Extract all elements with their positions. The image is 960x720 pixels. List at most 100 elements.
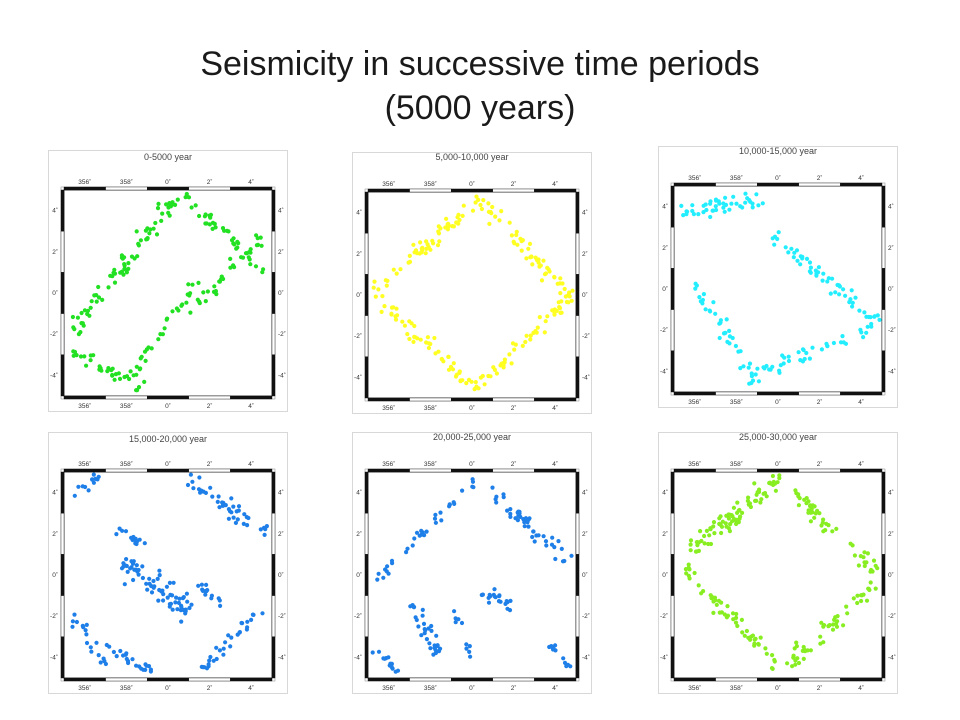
scatter-point bbox=[681, 213, 686, 218]
scatter-point bbox=[70, 619, 75, 624]
scatter-point bbox=[527, 516, 532, 521]
scatter-point bbox=[407, 253, 412, 258]
scatter-point bbox=[530, 262, 535, 267]
scatter-point bbox=[816, 265, 821, 270]
scatter-point bbox=[436, 231, 442, 236]
panel-title: 15,000-20,000 year bbox=[129, 434, 207, 444]
scatter-point bbox=[134, 372, 139, 377]
scatter-point bbox=[446, 223, 451, 228]
scatter-point bbox=[750, 205, 755, 210]
scatter-point bbox=[826, 276, 831, 281]
map-frame bbox=[63, 189, 273, 397]
scatter-point bbox=[376, 287, 381, 292]
scatter-point bbox=[544, 543, 549, 548]
scatter-point bbox=[830, 529, 835, 534]
x-tick-label-top: 4˚ bbox=[858, 460, 864, 468]
scatter-point bbox=[419, 633, 424, 638]
scatter-point bbox=[754, 192, 759, 197]
scatter-point bbox=[124, 563, 129, 569]
scatter-plot: 0-5000 year 356˚ 356˚ 358˚ 358˚ 0˚ 0˚ 2˚ 2˚ 4˚ 4˚ 4… bbox=[48, 150, 288, 412]
scatter-point bbox=[533, 255, 538, 260]
scatter-point bbox=[807, 269, 812, 274]
y-tick-label-right: -4˚ bbox=[888, 653, 896, 661]
scatter-point bbox=[204, 582, 209, 587]
scatter-point bbox=[502, 357, 507, 362]
scatter-point bbox=[375, 577, 380, 582]
scatter-point bbox=[469, 379, 474, 384]
scatter-point bbox=[249, 617, 254, 622]
scatter-points bbox=[70, 191, 266, 393]
scatter-point bbox=[221, 652, 226, 657]
scatter-point bbox=[198, 490, 203, 495]
scatter-point bbox=[501, 492, 506, 497]
scatter-point bbox=[691, 212, 696, 217]
scatter-point bbox=[808, 648, 813, 653]
y-tick-label-right: 4˚ bbox=[278, 207, 284, 215]
scatter-point bbox=[234, 246, 239, 251]
scatter-point bbox=[542, 330, 547, 335]
scatter-point bbox=[859, 593, 864, 598]
scatter-point bbox=[756, 203, 761, 208]
scatter-point bbox=[868, 569, 873, 574]
scatter-point bbox=[233, 520, 238, 525]
scatter-point bbox=[753, 372, 758, 377]
scatter-point bbox=[556, 539, 561, 544]
scatter-point bbox=[795, 258, 800, 263]
scatter-point bbox=[830, 627, 836, 632]
scatter-point bbox=[136, 385, 142, 390]
scatter-point bbox=[818, 641, 823, 646]
scatter-point bbox=[422, 631, 427, 636]
scatter-point bbox=[454, 220, 459, 225]
scatter-point bbox=[122, 266, 127, 272]
scatter-point bbox=[425, 335, 430, 340]
scatter-point bbox=[226, 229, 231, 234]
scatter-point bbox=[76, 484, 81, 489]
y-tick-label-right: 4˚ bbox=[278, 489, 284, 497]
x-tick-label-bottom: 2˚ bbox=[207, 684, 213, 692]
scatter-point bbox=[254, 243, 259, 248]
scatter-point bbox=[394, 271, 399, 276]
scatter-point bbox=[405, 546, 410, 551]
scatter-point bbox=[800, 256, 805, 261]
scatter-point bbox=[819, 620, 824, 625]
y-tick-label-right: -2˚ bbox=[888, 612, 896, 620]
scatter-point bbox=[492, 587, 497, 592]
scatter-point bbox=[763, 646, 768, 651]
scatter-point bbox=[800, 648, 805, 653]
frame-bars bbox=[364, 188, 580, 402]
scatter-point bbox=[821, 517, 826, 522]
scatter-point bbox=[196, 583, 201, 588]
scatter-point bbox=[707, 308, 712, 313]
scatter-point bbox=[159, 218, 164, 223]
scatter-point bbox=[405, 332, 410, 337]
scatter-point bbox=[451, 361, 456, 366]
y-tick-label-right: 2˚ bbox=[582, 250, 588, 258]
map-frame bbox=[367, 191, 577, 399]
scatter-point bbox=[212, 221, 217, 226]
scatter-point bbox=[197, 475, 202, 480]
scatter-point bbox=[426, 626, 431, 631]
scatter-point bbox=[872, 314, 877, 319]
scatter-point bbox=[154, 232, 160, 237]
x-tick-label-top: 2˚ bbox=[207, 460, 213, 468]
y-tick-label-left: 4˚ bbox=[52, 489, 58, 497]
scatter-point bbox=[390, 561, 395, 566]
scatter-point bbox=[438, 510, 443, 515]
scatter-point bbox=[149, 590, 155, 595]
scatter-point bbox=[794, 248, 800, 253]
scatter-point bbox=[852, 553, 857, 558]
y-tick-label-left: -2˚ bbox=[50, 330, 58, 338]
scatter-point bbox=[88, 305, 93, 310]
scatter-point bbox=[734, 201, 739, 206]
scatter-point bbox=[237, 630, 242, 635]
y-tick-label-right: 4˚ bbox=[888, 203, 894, 211]
scatter-point bbox=[148, 227, 153, 232]
scatter-point bbox=[415, 336, 420, 341]
scatter-point bbox=[696, 540, 701, 545]
scatter-plot: 25,000-30,000 year 356˚ 356˚ 358˚ 358˚ 0˚ 0˚ 2˚… bbox=[658, 432, 898, 694]
scatter-point bbox=[558, 291, 563, 296]
scatter-point bbox=[467, 649, 472, 654]
scatter-point bbox=[524, 517, 529, 522]
scatter-point bbox=[537, 264, 542, 269]
scatter-point bbox=[72, 327, 77, 332]
